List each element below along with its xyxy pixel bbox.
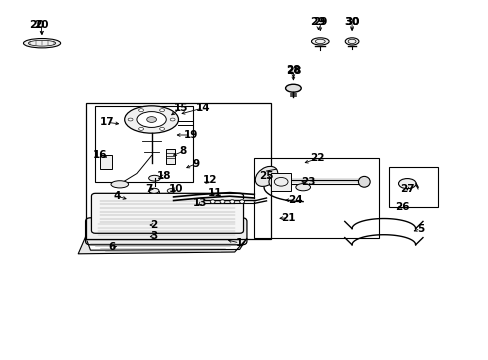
Ellipse shape: [146, 117, 156, 122]
Text: 24: 24: [288, 195, 303, 205]
Ellipse shape: [148, 175, 160, 181]
Text: 13: 13: [193, 198, 207, 208]
Ellipse shape: [138, 109, 143, 112]
FancyBboxPatch shape: [85, 218, 246, 245]
FancyBboxPatch shape: [91, 193, 243, 233]
Text: 20: 20: [29, 20, 45, 30]
Ellipse shape: [229, 200, 234, 203]
Ellipse shape: [137, 112, 166, 127]
Ellipse shape: [358, 176, 369, 187]
Text: 7: 7: [145, 184, 153, 194]
Bar: [254, 158, 378, 238]
Text: 28: 28: [285, 66, 301, 76]
Ellipse shape: [159, 109, 164, 112]
Ellipse shape: [139, 127, 143, 130]
Text: 14: 14: [195, 103, 210, 113]
Ellipse shape: [128, 118, 133, 121]
Ellipse shape: [210, 200, 215, 203]
Ellipse shape: [239, 200, 244, 203]
Text: 3: 3: [150, 231, 157, 241]
Text: 22: 22: [310, 153, 325, 163]
Ellipse shape: [159, 127, 164, 130]
Ellipse shape: [23, 39, 61, 48]
Polygon shape: [78, 237, 246, 254]
Ellipse shape: [170, 118, 175, 121]
Text: 19: 19: [183, 130, 198, 140]
Text: 12: 12: [203, 175, 217, 185]
Ellipse shape: [268, 176, 278, 187]
Text: 4: 4: [113, 191, 121, 201]
Ellipse shape: [398, 179, 415, 189]
Bar: [149, 191, 159, 200]
Ellipse shape: [220, 200, 224, 203]
Text: 17: 17: [100, 117, 115, 127]
Text: 26: 26: [394, 202, 409, 212]
Text: 30: 30: [344, 17, 359, 27]
Ellipse shape: [311, 38, 328, 45]
Text: 2: 2: [150, 220, 157, 230]
Ellipse shape: [274, 177, 287, 186]
Bar: [388, 167, 437, 207]
Text: 9: 9: [192, 159, 199, 169]
Text: 29: 29: [310, 17, 325, 27]
Text: 29: 29: [312, 17, 327, 27]
Bar: [100, 155, 112, 169]
Text: 5: 5: [416, 224, 423, 234]
Ellipse shape: [124, 106, 178, 133]
Text: 27: 27: [399, 184, 414, 194]
Bar: [95, 106, 193, 182]
Ellipse shape: [167, 189, 175, 193]
Ellipse shape: [255, 166, 277, 186]
Ellipse shape: [149, 188, 159, 193]
Bar: [166, 149, 175, 164]
Text: 16: 16: [93, 150, 107, 160]
Ellipse shape: [285, 84, 301, 92]
Text: 8: 8: [180, 146, 186, 156]
Bar: [271, 173, 290, 191]
Ellipse shape: [295, 184, 310, 191]
Text: 11: 11: [207, 188, 222, 198]
Bar: [85, 103, 271, 239]
Text: 30: 30: [344, 17, 359, 27]
Text: 25: 25: [259, 171, 273, 181]
Text: 21: 21: [281, 213, 295, 223]
Text: 15: 15: [173, 103, 188, 113]
Text: 28: 28: [285, 65, 300, 75]
Ellipse shape: [345, 38, 358, 45]
Text: 18: 18: [156, 171, 171, 181]
Text: 10: 10: [168, 184, 183, 194]
Text: 1: 1: [236, 238, 243, 248]
Text: 20: 20: [34, 20, 49, 30]
Text: 23: 23: [300, 177, 315, 187]
Ellipse shape: [111, 181, 128, 188]
Text: 6: 6: [109, 242, 116, 252]
